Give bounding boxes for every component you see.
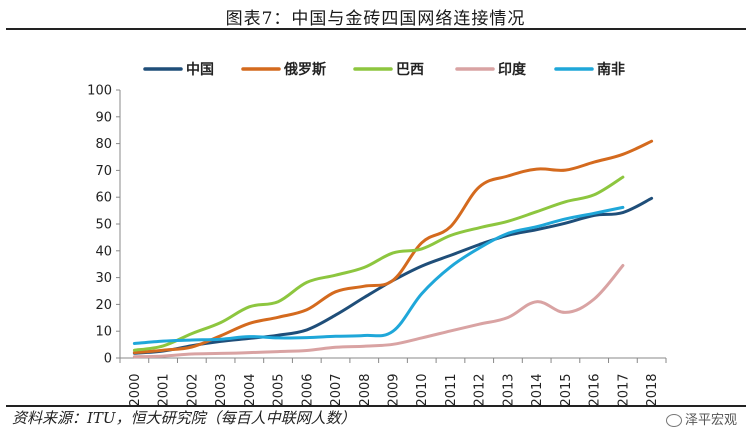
- y-tick-label: 90: [95, 110, 112, 125]
- x-tick-label: 2003: [214, 373, 229, 406]
- x-tick-label: 2001: [157, 373, 172, 406]
- y-tick-label: 20: [95, 298, 112, 313]
- x-tick-label: 2005: [272, 373, 287, 406]
- y-tick-label: 0: [104, 352, 112, 367]
- x-tick-label: 2011: [444, 373, 459, 406]
- series-line-2: [132, 175, 625, 352]
- x-tick-label: 2002: [185, 373, 200, 406]
- y-tick-label: 80: [95, 137, 112, 152]
- y-tick-label: 60: [95, 191, 112, 206]
- legend: 中国 俄罗斯 巴西 印度 南非: [143, 61, 625, 78]
- legend-label: 印度: [498, 61, 527, 78]
- x-tick-label: 2012: [473, 373, 488, 406]
- series-lines: [132, 139, 654, 359]
- bottom-rule: [6, 405, 746, 407]
- x-tick-label: 2000: [128, 373, 143, 406]
- legend-label: 中国: [186, 61, 214, 78]
- series-line-3: [132, 264, 625, 359]
- x-tick-label: 2010: [415, 373, 430, 406]
- y-tick-label: 40: [95, 244, 112, 259]
- x-tick-label: 2018: [645, 373, 660, 406]
- x-tick-label: 2017: [616, 373, 631, 406]
- legend-label: 巴西: [396, 62, 424, 78]
- wechat-icon: [665, 414, 682, 427]
- series-line-4: [132, 205, 625, 345]
- watermark-label: 泽平宏观: [684, 413, 737, 428]
- y-tick-label: 50: [95, 218, 112, 233]
- y-tick-label: 30: [95, 271, 112, 286]
- x-axis: 2000 2001 2002 2003 2004 2005 2006 2007 2008 2009…: [119, 357, 667, 407]
- y-tick-label: 10: [95, 325, 112, 340]
- chart-title: 图表7：中国与金砖四国网络连接情况: [225, 9, 526, 29]
- y-tick-label: 70: [95, 164, 112, 179]
- x-tick-label: 2013: [501, 373, 516, 406]
- y-axis: 0 10 20 30 40 50 60 70 80 90 100: [87, 84, 121, 367]
- legend-label: 南非: [597, 61, 625, 78]
- legend-label: 俄罗斯: [283, 61, 326, 78]
- source-note: 资料来源：ITU，恒大研究院（每百人中联网人数）: [12, 409, 356, 427]
- y-tick-label: 100: [87, 84, 112, 99]
- x-tick-label: 2015: [559, 373, 574, 406]
- x-tick-label: 2009: [387, 373, 402, 406]
- x-tick-label: 2007: [329, 373, 344, 406]
- x-tick-label: 2014: [530, 373, 545, 406]
- watermark: 泽平宏观: [665, 409, 737, 428]
- x-tick-label: 2004: [243, 373, 258, 406]
- x-tick-label: 2016: [588, 373, 603, 406]
- top-rule: [6, 28, 746, 30]
- series-line-1: [132, 139, 654, 355]
- x-tick-label: 2008: [358, 373, 373, 406]
- x-tick-label: 2006: [300, 373, 315, 406]
